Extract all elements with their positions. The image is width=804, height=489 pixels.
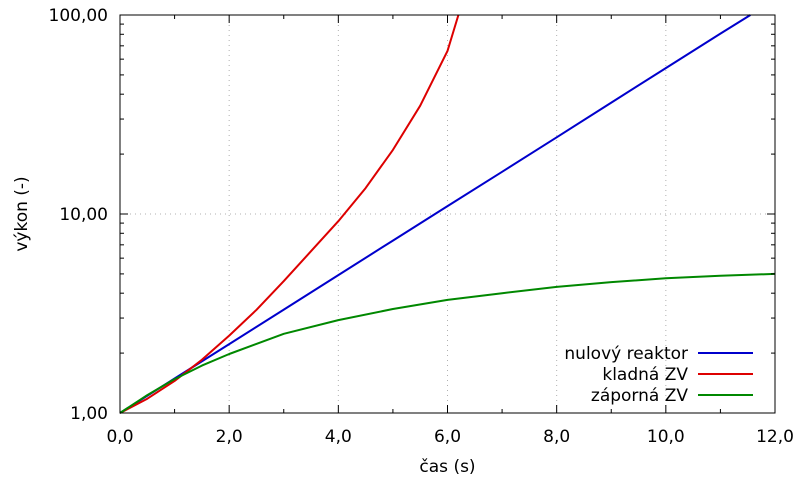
legend-label: kladná ZV: [602, 365, 688, 385]
legend-label: nulový reaktor: [564, 344, 688, 364]
x-tick-label: 12,0: [756, 427, 794, 447]
series-line-0: [119, 14, 751, 414]
x-tick-label: 10,0: [647, 427, 685, 447]
x-tick-label: 8,0: [543, 427, 570, 447]
series-lines: [119, 14, 776, 414]
x-tick-label: 4,0: [325, 427, 352, 447]
x-tick-label: 0,0: [106, 427, 133, 447]
grid: [120, 15, 775, 413]
y-axis-label: výkon (-): [12, 176, 32, 251]
series-line-2: [119, 272, 776, 414]
y-tick-label: 100,00: [49, 6, 108, 26]
y-tick-label: 10,00: [59, 205, 108, 225]
x-tick-labels: 0,0 2,0 4,0 6,0 8,0 10,0 12,0: [106, 427, 793, 447]
x-tick-label: 2,0: [216, 427, 243, 447]
x-axis-label: čas (s): [419, 457, 475, 477]
x-tick-label: 6,0: [434, 427, 461, 447]
y-tick-label: 1,00: [70, 404, 108, 424]
y-tick-labels: 1,00 10,00 100,00: [49, 6, 108, 424]
axis-ticks: [119, 14, 776, 414]
legend-label: záporná ZV: [591, 386, 688, 406]
